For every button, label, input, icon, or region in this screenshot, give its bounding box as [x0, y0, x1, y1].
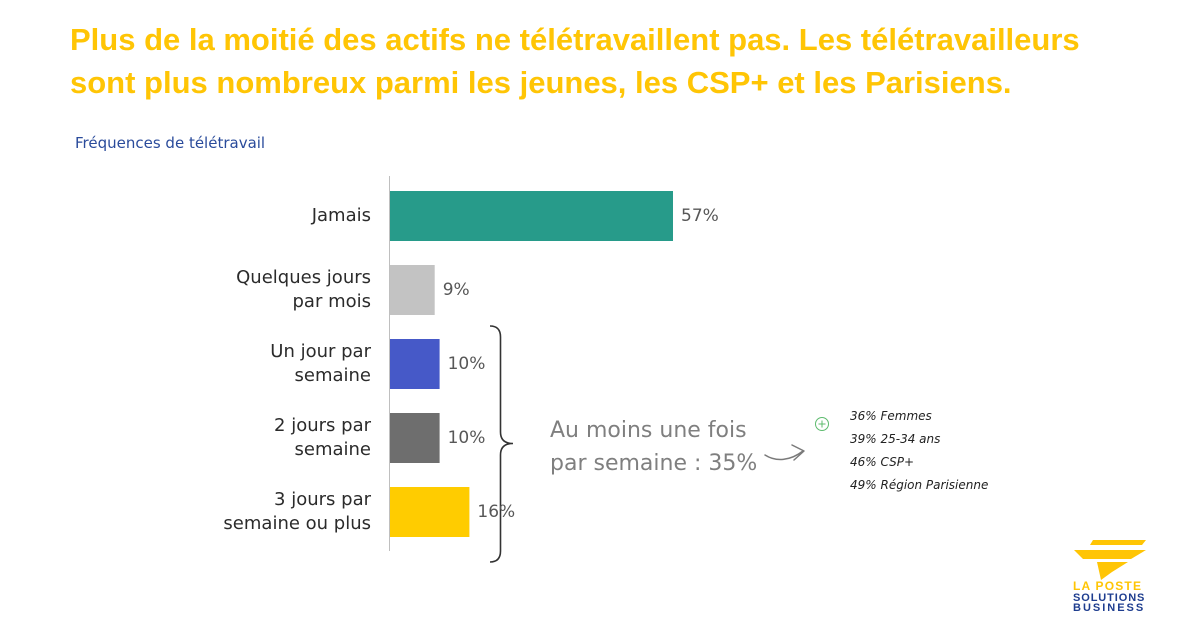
la-poste-logo-icon	[1074, 540, 1146, 580]
bar-3-jours-par-semaine-ou-plus	[390, 487, 470, 537]
chart-title: Fréquences de télétravail	[75, 134, 266, 152]
data-label-jamais: 57%	[681, 206, 719, 226]
detail-item: 39% 25-34 ans	[850, 432, 941, 446]
logo-text-solutions: SOLUTIONS	[1073, 592, 1146, 604]
summary-line: par semaine : 35%	[550, 451, 758, 476]
data-label-2-jours-par-semaine: 10%	[447, 428, 486, 448]
data-label-3-jours-par-semaine-ou-plus: 16%	[477, 502, 516, 522]
detail-item: 49% Région Parisienne	[850, 478, 989, 492]
slide-title: Plus de la moitié des actifs ne télétrav…	[70, 18, 1080, 104]
slide-title-line: Plus de la moitié des actifs ne télétrav…	[70, 22, 1080, 57]
category-label-un-jour-par-semaine: Un jour par semaine	[270, 341, 371, 386]
category-label-2-jours-par-semaine: 2 jours par semaine	[274, 415, 371, 460]
bar-2-jours-par-semaine	[390, 413, 440, 463]
bar-quelques-jours-par-mois	[390, 265, 435, 315]
weekly-summary-annotation: Au moins une fois par semaine : 35%	[550, 414, 757, 480]
curly-bracket	[489, 325, 514, 563]
logo-text-business: BUSINESS	[1073, 602, 1146, 614]
category-label-jamais: Jamais	[311, 205, 371, 226]
logo-text-la-poste: LA POSTE	[1073, 579, 1143, 593]
slide-title-line: sont plus nombreux parmi les jeunes, les…	[70, 65, 1012, 100]
detail-item: 46% CSP+	[850, 455, 914, 469]
arrow-right-icon	[764, 444, 805, 461]
plus-circle-icon	[815, 417, 829, 431]
detail-list: 36% Femmes 39% 25-34 ans 46% CSP+ 49% Ré…	[850, 405, 988, 497]
detail-item: 36% Femmes	[850, 409, 932, 423]
bar-jamais	[390, 191, 673, 241]
category-label-3-jours-par-semaine-ou-plus: 3 jours par semaine ou plus	[223, 489, 371, 534]
bar-un-jour-par-semaine	[390, 339, 440, 389]
bar-series	[390, 191, 673, 537]
category-label-quelques-jours-par-mois: Quelques jours par mois	[236, 267, 371, 312]
summary-line: Au moins une fois	[550, 418, 747, 443]
data-label-un-jour-par-semaine: 10%	[447, 354, 486, 374]
data-label-quelques-jours-par-mois: 9%	[442, 280, 470, 300]
